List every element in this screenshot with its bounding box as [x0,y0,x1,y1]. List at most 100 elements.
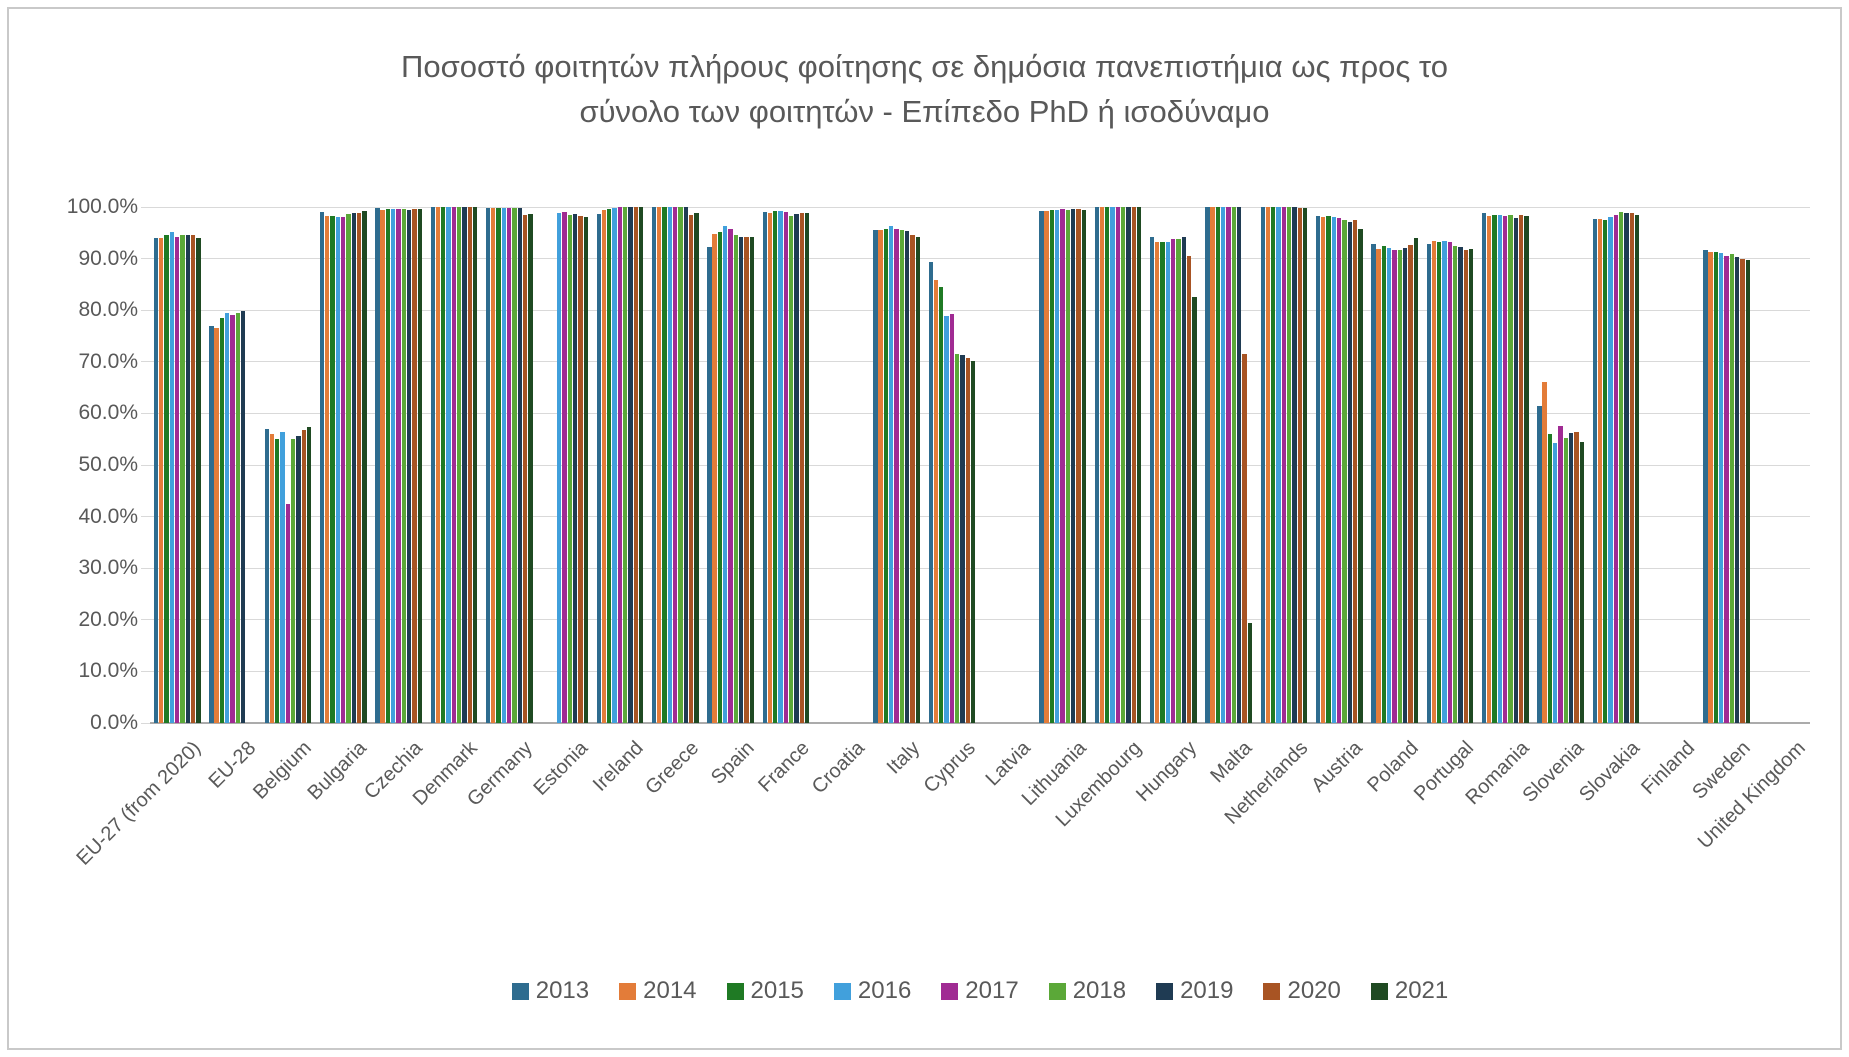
bar-2014-France [767,212,773,723]
bar-2019-Czechia [406,209,412,723]
bar-2015-Malta [1215,207,1221,723]
bar-2016-Poland [1387,247,1392,723]
bar-2015-Lithuania [1049,209,1055,723]
bar-2017-Slovenia [1558,425,1563,723]
bar-2019-Slovakia [1624,212,1629,723]
y-axis-tick [141,670,150,672]
gridline [150,567,1810,569]
bar-2020-Slovakia [1629,212,1634,723]
bar-2018-EU-27 (from 2020) [180,235,185,723]
y-axis-tick [141,619,150,621]
x-axis-label: Malta [1206,737,1257,788]
bar-2016-Slovenia [1553,443,1558,723]
legend-item-2013: 2013 [511,977,589,1005]
y-axis-tick [141,464,150,466]
bar-2017-Czechia [396,208,401,723]
bar-2018-Greece [678,207,683,723]
x-axis-label: Estonia [529,737,593,800]
bar-2019-Portugal [1458,246,1463,723]
bar-2017-Estonia [562,211,567,723]
bar-2019-Hungary [1181,236,1186,723]
bar-2018-Ireland [622,207,628,723]
bar-2017-EU-28 [230,315,235,723]
bar-2020-Netherlands [1297,207,1302,723]
bar-2015-Luxembourg [1105,207,1110,723]
bar-2019-Austria [1347,222,1352,723]
legend-item-2014: 2014 [619,977,697,1005]
bar-2021-Luxembourg [1136,207,1142,723]
bar-2016-Greece [667,207,673,723]
bar-2020-Germany [522,215,528,723]
bar-2021-Lithuania [1081,209,1086,723]
bar-2018-Austria [1342,220,1347,723]
bar-2013-Belgium [264,428,269,723]
bar-2018-Malta [1231,207,1236,723]
bar-2020-EU-27 (from 2020) [190,235,196,723]
bar-2014-Hungary [1155,241,1160,723]
bar-2017-Spain [728,228,733,723]
bar-2017-Belgium [285,504,291,723]
bar-2017-France [783,211,789,723]
bar-2018-Slovenia [1563,438,1568,723]
x-axis-label: Italy [883,737,925,779]
bar-2014-Bulgaria [325,215,330,723]
bar-2020-Sweden [1740,258,1745,723]
y-axis-tick [141,567,150,569]
bar-2019-Spain [738,236,744,723]
bar-2015-Greece [662,207,667,723]
bar-2014-Austria [1321,217,1326,723]
gridline [150,361,1810,363]
bar-2013-Ireland [596,214,601,723]
bar-2020-France [799,212,804,723]
bar-2015-Hungary [1160,242,1165,723]
bar-2017-Slovakia [1613,214,1619,723]
legend-item-2020: 2020 [1263,977,1341,1005]
bar-2020-Poland [1408,244,1413,723]
x-axis-label: Ireland [589,737,648,796]
bar-2015-Poland [1381,245,1387,723]
bar-2014-Portugal [1431,241,1437,723]
x-axis-label: Cyprus [919,737,980,798]
bar-2020-Bulgaria [356,213,362,723]
bar-2018-France [788,215,794,723]
bar-2021-Cyprus [970,361,976,723]
bar-2019-Lithuania [1070,208,1076,723]
bar-2017-Netherlands [1281,207,1287,723]
bar-2018-Lithuania [1065,209,1070,723]
x-axis-label: Croatia [808,737,870,799]
bar-2019-Romania [1513,217,1518,723]
y-axis-tick [141,309,150,311]
bar-2018-Poland [1397,250,1402,723]
bar-2018-Czechia [401,208,406,723]
chart-title-line1: Ποσοστό φοιτητών πλήρους φοίτησης σε δημ… [401,49,1448,84]
bar-2014-Germany [491,208,496,723]
bar-2018-Portugal [1452,246,1458,723]
bar-2016-Belgium [280,431,285,723]
bar-2014-Slovenia [1542,382,1547,723]
bar-2016-Luxembourg [1110,207,1115,723]
bar-2013-Poland [1371,243,1376,723]
bar-2020-Czechia [412,209,417,723]
legend-label: 2018 [1072,977,1127,1004]
bar-2014-EU-28 [214,327,219,723]
bar-2015-Slovakia [1603,220,1608,723]
bar-2013-Bulgaria [319,211,325,723]
gridline [150,516,1810,518]
bar-2020-Hungary [1186,255,1192,723]
bar-2019-Bulgaria [351,213,356,723]
bar-2021-Poland [1413,237,1418,723]
bar-2020-Lithuania [1076,209,1081,723]
bar-2016-Czechia [391,208,396,723]
bar-2018-Netherlands [1286,207,1292,723]
legend-label: 2014 [643,977,697,1004]
bar-2019-France [794,214,799,723]
legend-marker-icon [833,982,851,1000]
bar-2015-EU-27 (from 2020) [164,234,169,723]
chart-title-line2: σύνολο των φοιτητών - Επίπεδο PhD ή ισοδ… [579,94,1270,129]
bar-2016-Austria [1331,217,1337,723]
x-axis-label: Spain [706,737,759,789]
bar-2015-Romania [1492,215,1497,723]
y-axis-label: 90.0% [78,246,138,270]
y-axis-tick [141,361,150,363]
bar-2018-Luxembourg [1120,207,1126,723]
